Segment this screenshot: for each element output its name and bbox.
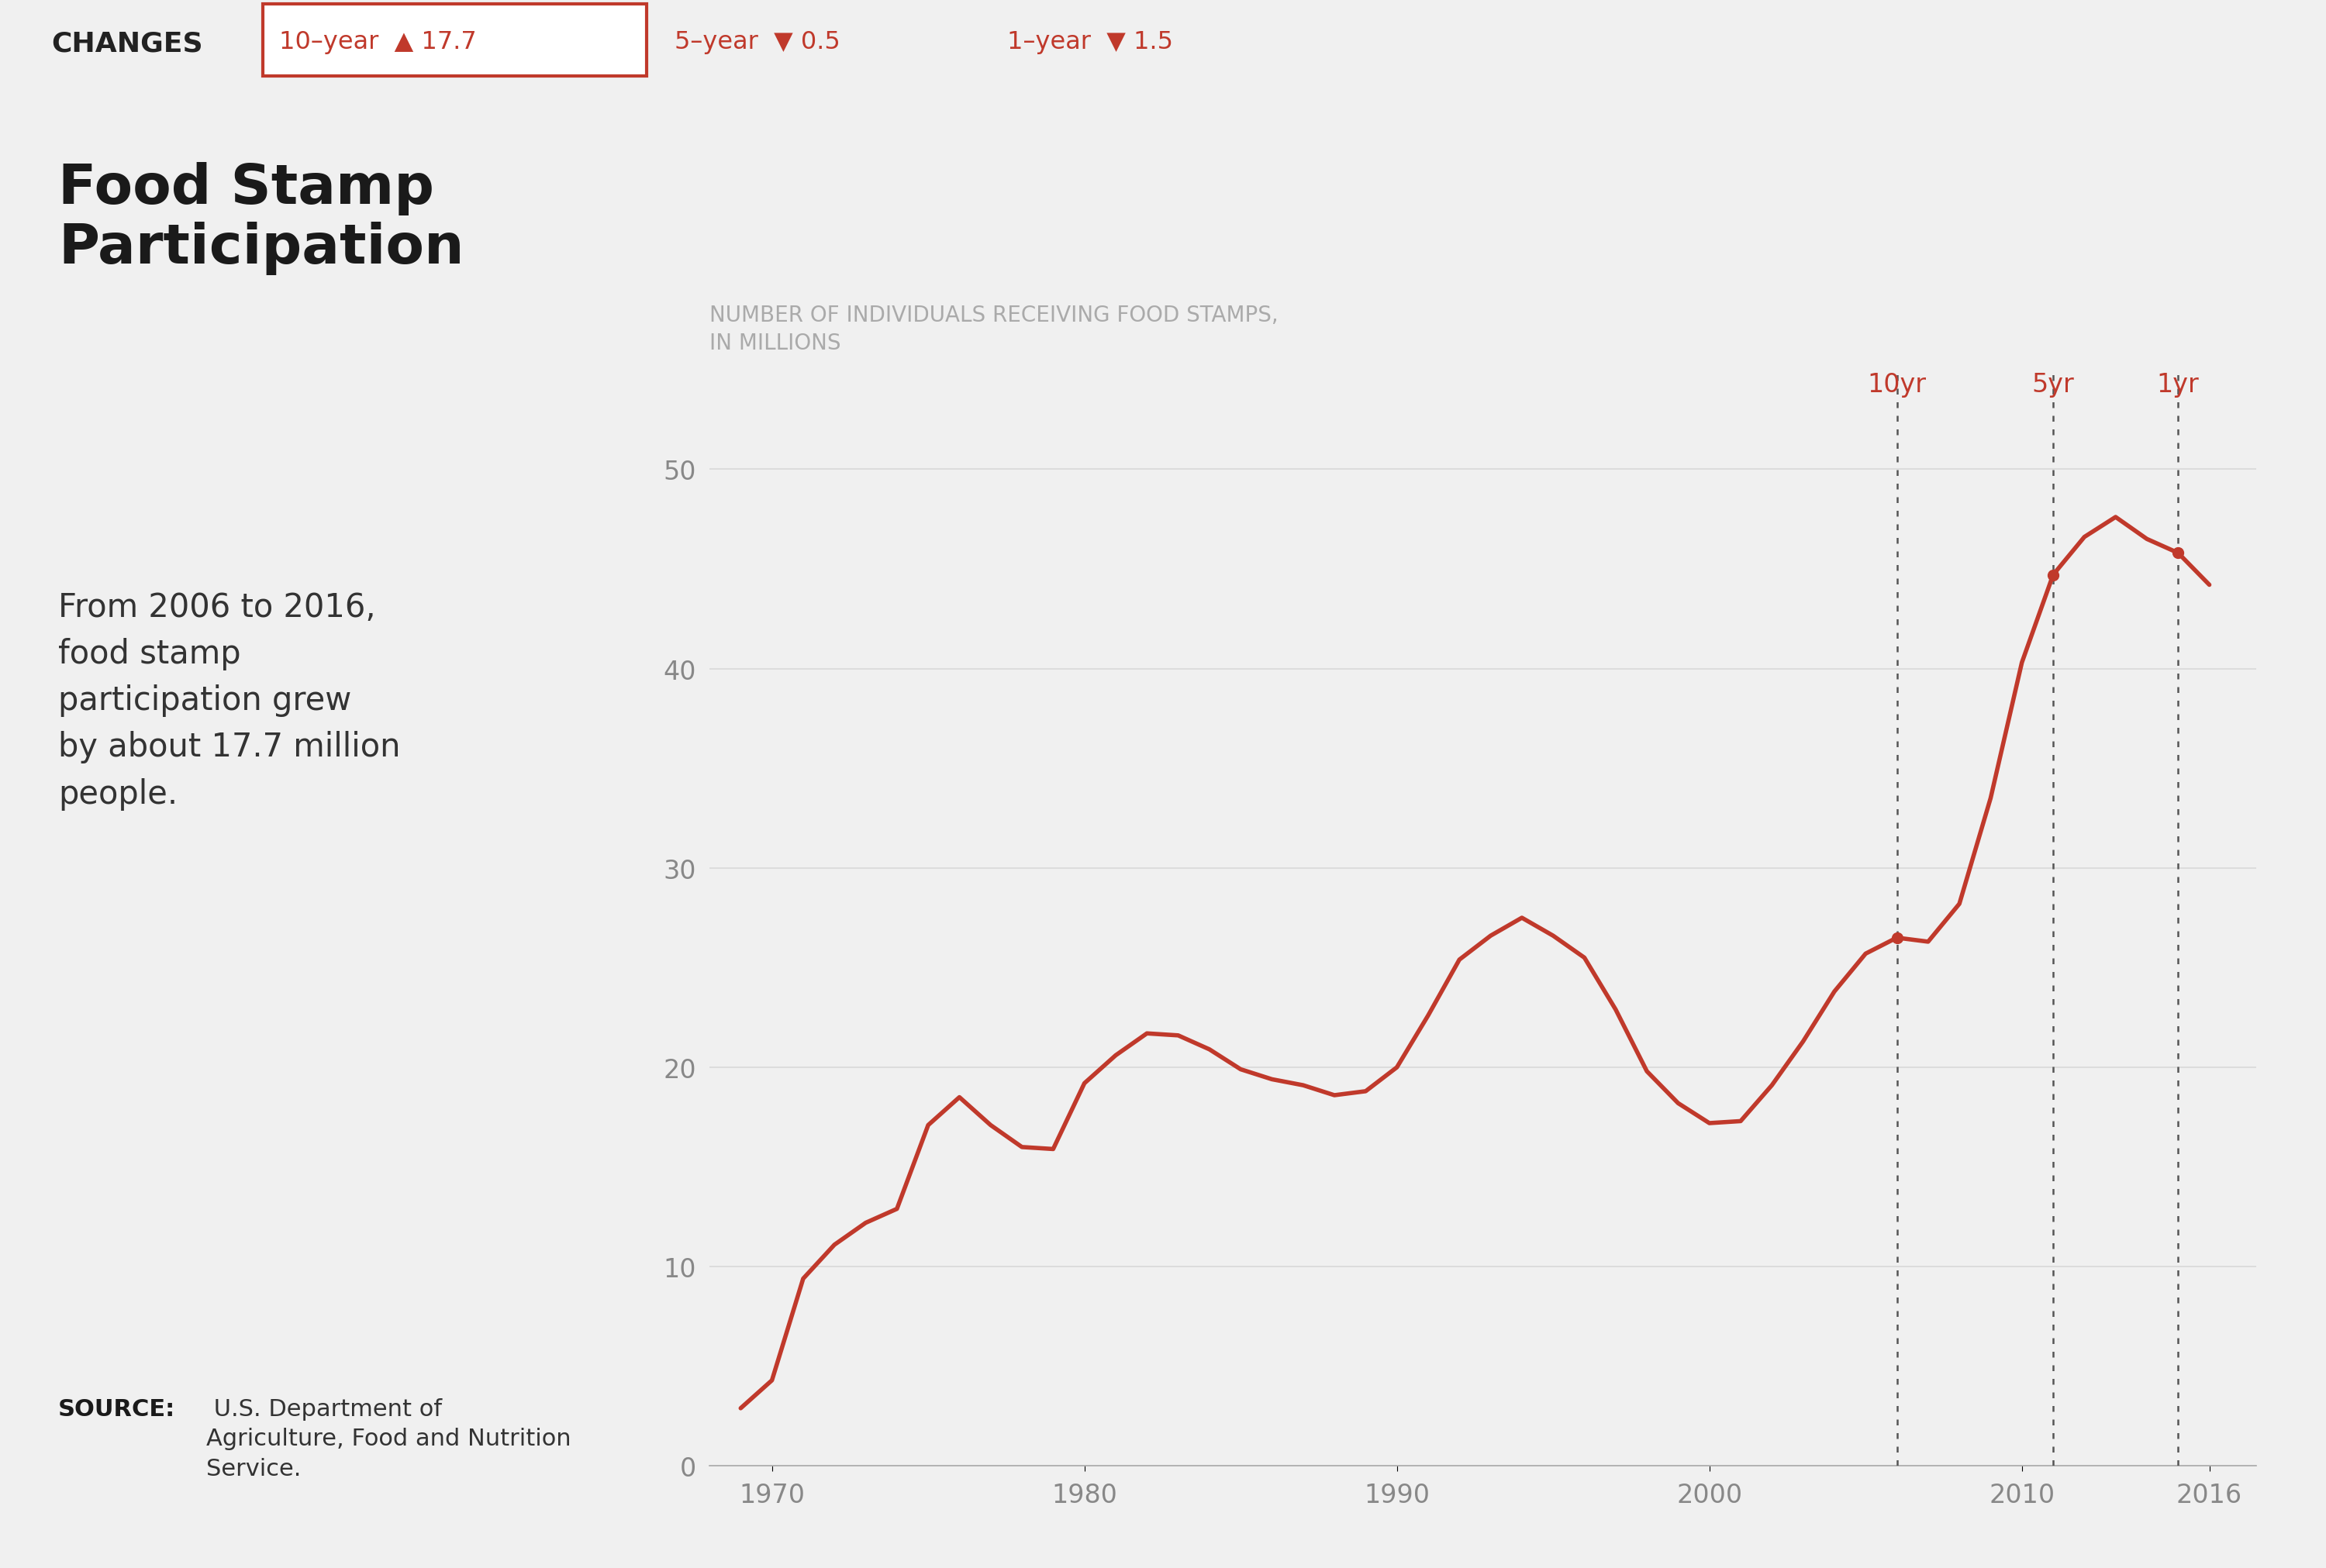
FancyBboxPatch shape (263, 5, 647, 77)
Text: Food Stamp
Participation: Food Stamp Participation (58, 162, 465, 274)
Text: 5yr: 5yr (2033, 372, 2075, 397)
Text: SOURCE:: SOURCE: (58, 1397, 174, 1421)
Text: 1yr: 1yr (2156, 372, 2200, 397)
Text: From 2006 to 2016,
food stamp
participation grew
by about 17.7 million
people.: From 2006 to 2016, food stamp participat… (58, 591, 400, 811)
Text: U.S. Department of
Agriculture, Food and Nutrition
Service.: U.S. Department of Agriculture, Food and… (205, 1397, 570, 1480)
Text: 10yr: 10yr (1868, 372, 1926, 397)
Text: 10–year  ▲ 17.7: 10–year ▲ 17.7 (279, 30, 477, 55)
Text: 1–year  ▼ 1.5: 1–year ▼ 1.5 (1007, 30, 1172, 55)
Text: 5–year  ▼ 0.5: 5–year ▼ 0.5 (675, 30, 840, 55)
Text: NUMBER OF INDIVIDUALS RECEIVING FOOD STAMPS,
IN MILLIONS: NUMBER OF INDIVIDUALS RECEIVING FOOD STA… (709, 304, 1279, 354)
Text: CHANGES: CHANGES (51, 31, 202, 56)
